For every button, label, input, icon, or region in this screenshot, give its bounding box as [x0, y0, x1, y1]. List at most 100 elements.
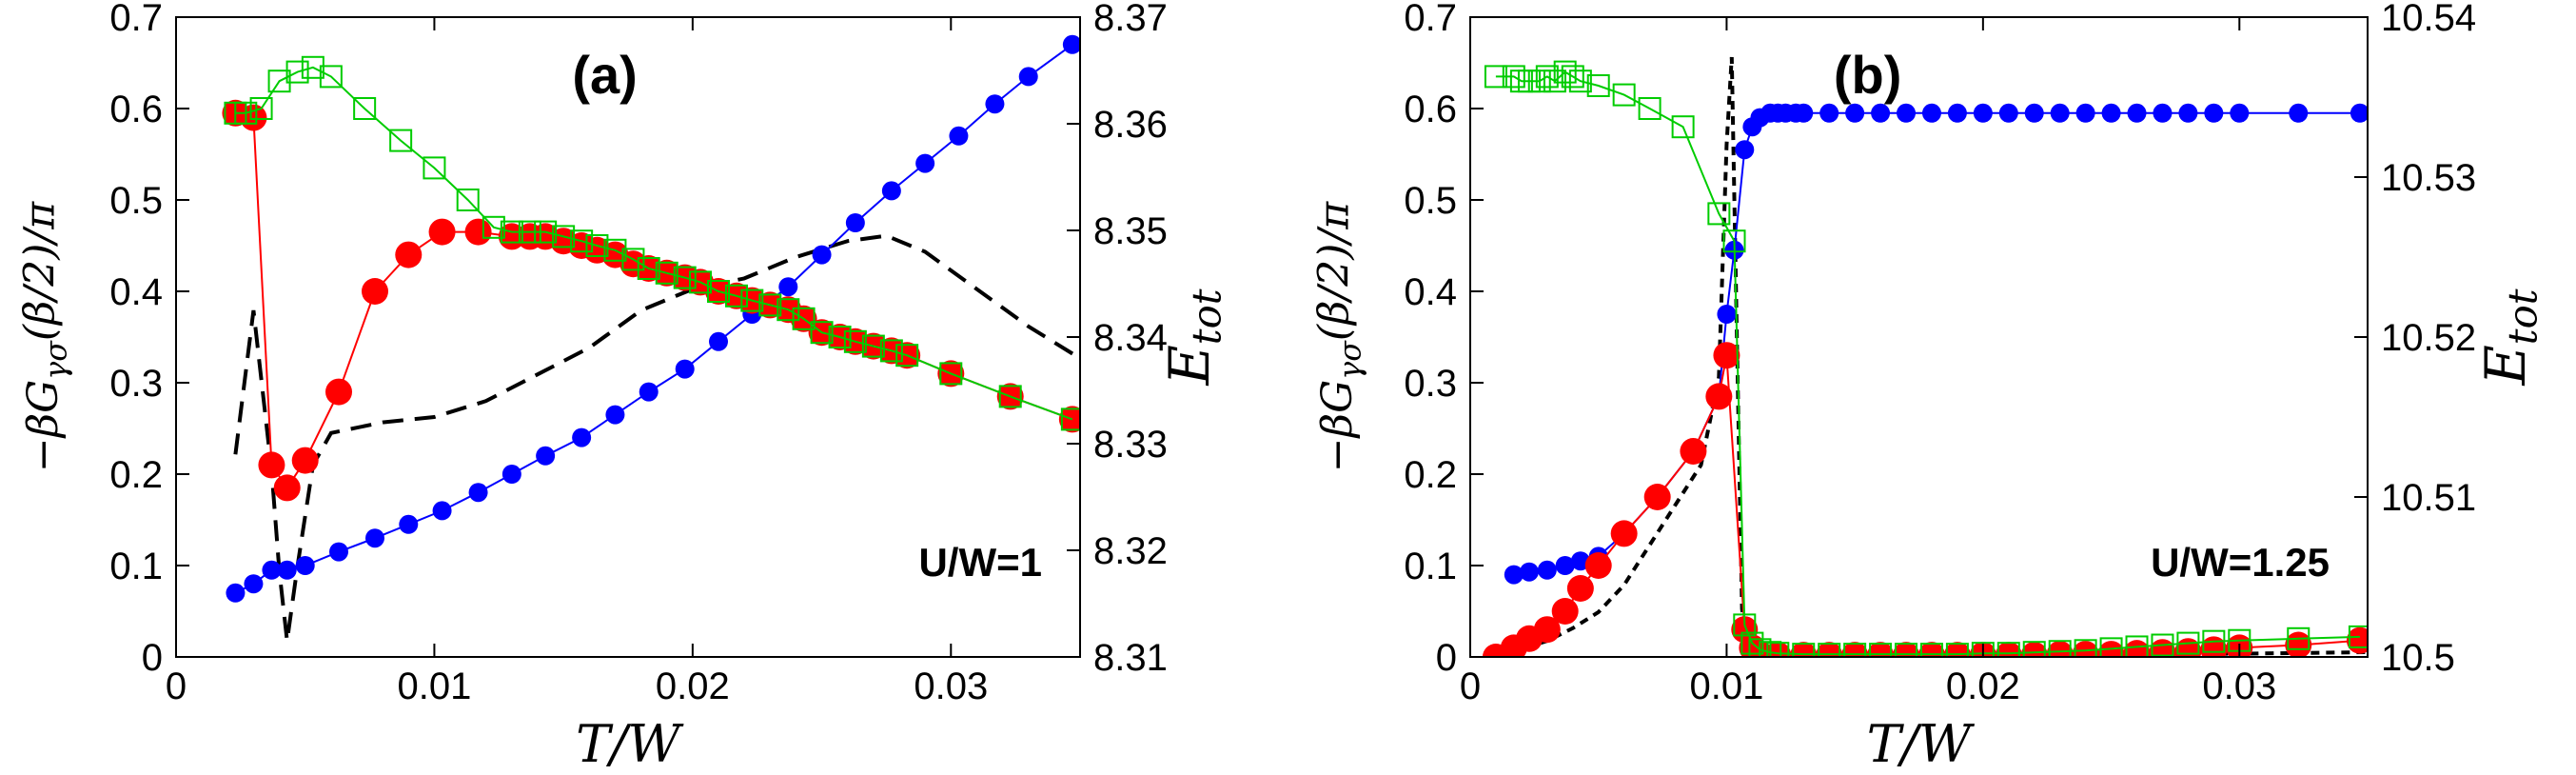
- data-point: [262, 560, 282, 580]
- y2-tick-label: 10.53: [2381, 157, 2476, 199]
- data-point: [423, 156, 446, 180]
- plot-area: [1482, 56, 2368, 657]
- annotation-label: U/W=1: [918, 540, 1042, 585]
- data-point: [2075, 103, 2095, 123]
- data-point: [2285, 631, 2312, 657]
- panel-a: 0 0.01 0.02 0.03 0 0.1 0.2 0.3 0.4 0.5 0.6 0.7 8.31 8…: [15, 0, 1229, 774]
- data-point: [1643, 484, 1671, 510]
- y-tick-label: 0.4: [1404, 271, 1457, 313]
- data-point: [353, 97, 377, 120]
- y-tick-label: 0.3: [109, 363, 163, 405]
- x-tick-label: 0: [1460, 666, 1481, 707]
- data-point: [639, 382, 659, 402]
- data-point: [709, 331, 728, 351]
- data-point: [365, 528, 384, 548]
- data-point: [1740, 631, 1764, 655]
- y2-axis-label: Etot: [2473, 288, 2547, 386]
- data-point: [226, 583, 246, 603]
- data-point: [655, 261, 678, 285]
- data-point: [482, 215, 505, 239]
- data-point: [1733, 613, 1757, 637]
- data-point: [1553, 60, 1577, 84]
- y2-tick-label: 8.35: [1093, 210, 1168, 252]
- data-point: [273, 474, 301, 502]
- data-point: [1867, 642, 1895, 657]
- data-point: [812, 245, 832, 265]
- data-point: [2230, 103, 2250, 123]
- data-point: [2204, 103, 2224, 123]
- data-point: [240, 104, 267, 131]
- data-point: [707, 280, 730, 303]
- y2-tick-label: 10.51: [2381, 477, 2476, 519]
- data-point: [2289, 103, 2309, 123]
- data-point: [536, 446, 556, 466]
- data-point: [1845, 103, 1865, 123]
- data-point: [468, 483, 488, 503]
- data-point: [1060, 407, 1080, 431]
- data-point: [1947, 103, 1967, 123]
- data-point: [1717, 305, 1737, 324]
- data-point: [758, 293, 782, 317]
- data-point: [1610, 520, 1638, 547]
- x-tick-label: 0.02: [656, 666, 730, 707]
- y-tick-label: 0.6: [109, 89, 163, 130]
- data-point: [2024, 103, 2044, 123]
- data-point: [2149, 639, 2176, 657]
- data-point: [399, 514, 419, 534]
- y2-tick-label: 8.32: [1093, 530, 1168, 572]
- data-point: [244, 574, 264, 594]
- data-point: [329, 542, 348, 562]
- data-point: [1555, 556, 1575, 575]
- data-point: [1843, 643, 1867, 657]
- data-point: [1735, 140, 1755, 160]
- data-point: [570, 229, 594, 253]
- y-tick-label: 0.6: [1404, 89, 1457, 130]
- y-tick-label: 0.7: [1404, 0, 1457, 39]
- data-point: [572, 427, 592, 447]
- data-point: [291, 447, 319, 474]
- data-point: [985, 94, 1005, 114]
- data-point: [778, 277, 798, 297]
- data-point: [2046, 641, 2074, 657]
- data-point: [1893, 642, 1920, 657]
- data-point: [879, 339, 903, 363]
- data-point: [1816, 642, 1843, 657]
- data-point: [362, 278, 388, 305]
- data-point: [2123, 640, 2151, 657]
- y-tick-label: 0: [142, 637, 163, 679]
- data-point: [2176, 631, 2200, 655]
- panel-b: 0 0.01 0.02 0.0300.10.20.30.40.50.60.710.51…: [1309, 0, 2546, 774]
- data-point: [518, 220, 541, 244]
- data-point: [2099, 637, 2123, 657]
- x-tick-label: 0.01: [1689, 666, 1763, 707]
- y2-tick-label: 8.33: [1093, 424, 1168, 466]
- data-point: [2348, 625, 2368, 648]
- data-point: [301, 55, 324, 79]
- data-point: [1671, 115, 1695, 139]
- data-point: [1996, 642, 2020, 657]
- x-tick-label: 0.03: [914, 666, 988, 707]
- data-point: [828, 326, 852, 348]
- data-point: [1895, 643, 1918, 657]
- y-tick-label: 0.4: [109, 271, 163, 313]
- data-point: [1568, 70, 1592, 93]
- data-point: [249, 97, 273, 120]
- data-point: [234, 101, 258, 125]
- data-point: [1519, 562, 1539, 582]
- y-axis-label: −βGγσ(β/2)/π: [1309, 201, 1367, 472]
- x-axis-label: T/W: [1867, 714, 1976, 774]
- data-point: [621, 248, 645, 271]
- y2-tick-label: 10.5: [2381, 637, 2455, 679]
- plot-area: [222, 34, 1080, 642]
- data-point: [1537, 560, 1557, 580]
- data-point: [1794, 103, 1814, 123]
- data-point: [2022, 641, 2046, 657]
- data-point: [1533, 616, 1561, 644]
- data-point: [998, 385, 1022, 408]
- data-point: [603, 238, 627, 262]
- y-tick-label: 0.3: [1404, 363, 1457, 405]
- y-tick-label: 0.1: [109, 546, 163, 587]
- x-tick-label: 0.01: [397, 666, 471, 707]
- data-point: [432, 501, 452, 521]
- data-point: [1973, 103, 1993, 123]
